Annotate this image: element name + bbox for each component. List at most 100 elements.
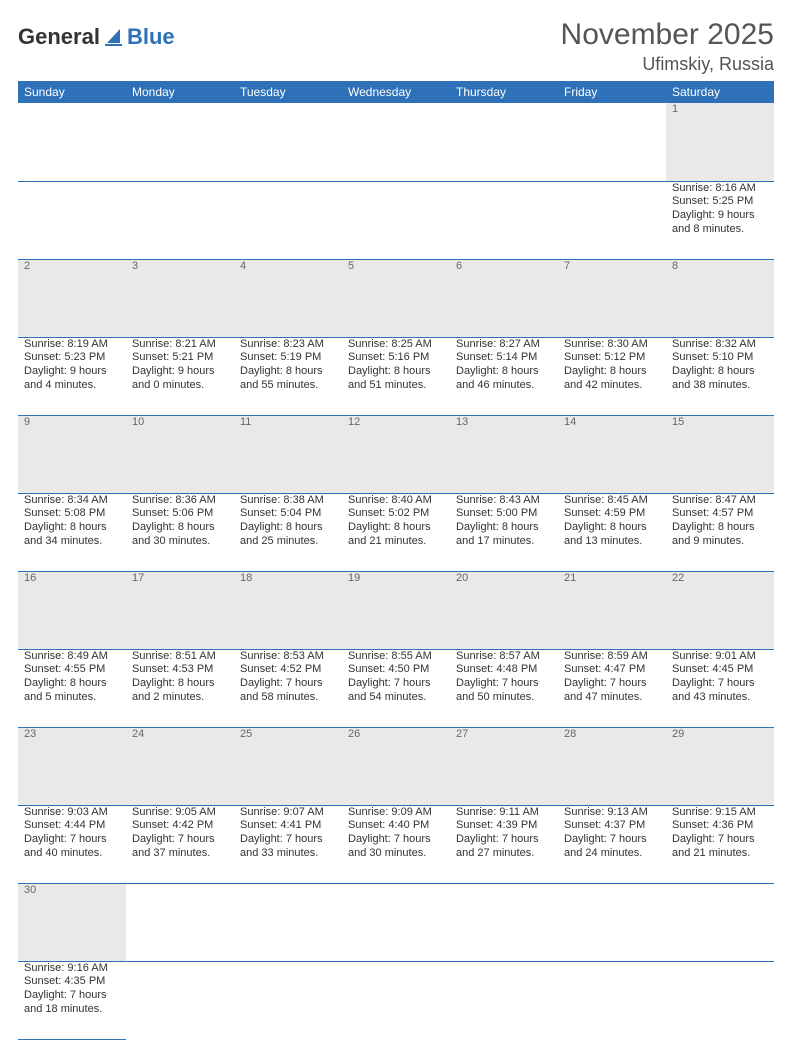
day-cell: Sunrise: 9:05 AMSunset: 4:42 PMDaylight:… (126, 805, 234, 883)
sun-info: Sunrise: 8:51 AMSunset: 4:53 PMDaylight:… (132, 650, 228, 705)
day-number-cell: 15 (666, 415, 774, 493)
day-cell: Sunrise: 8:38 AMSunset: 5:04 PMDaylight:… (234, 493, 342, 571)
brand-logo: General Blue (18, 18, 175, 50)
day-cell: Sunrise: 9:09 AMSunset: 4:40 PMDaylight:… (342, 805, 450, 883)
sunrise-text: Sunrise: 8:53 AM (240, 650, 336, 664)
title-block: November 2025 Ufimskiy, Russia (561, 18, 774, 75)
day-number-cell: 28 (558, 727, 666, 805)
daynum-row: 9101112131415 (18, 415, 774, 493)
daylight-text: Daylight: 8 hours and 38 minutes. (672, 365, 768, 393)
sun-info: Sunrise: 8:38 AMSunset: 5:04 PMDaylight:… (240, 494, 336, 549)
sunset-text: Sunset: 5:19 PM (240, 351, 336, 365)
weekday-header: Sunday (18, 81, 126, 103)
daylight-text: Daylight: 7 hours and 47 minutes. (564, 677, 660, 705)
sunrise-text: Sunrise: 8:59 AM (564, 650, 660, 664)
sunset-text: Sunset: 5:12 PM (564, 351, 660, 365)
sunset-text: Sunset: 4:50 PM (348, 663, 444, 677)
sunrise-text: Sunrise: 8:30 AM (564, 338, 660, 352)
week-row: Sunrise: 8:34 AMSunset: 5:08 PMDaylight:… (18, 493, 774, 571)
sunset-text: Sunset: 4:55 PM (24, 663, 120, 677)
day-number-cell: 16 (18, 571, 126, 649)
day-number-cell: 14 (558, 415, 666, 493)
daynum-row: 2345678 (18, 259, 774, 337)
day-cell: Sunrise: 8:32 AMSunset: 5:10 PMDaylight:… (666, 337, 774, 415)
sunrise-text: Sunrise: 8:23 AM (240, 338, 336, 352)
sunrise-text: Sunrise: 8:43 AM (456, 494, 552, 508)
day-cell: Sunrise: 8:55 AMSunset: 4:50 PMDaylight:… (342, 649, 450, 727)
daylight-text: Daylight: 7 hours and 24 minutes. (564, 833, 660, 861)
day-number-cell (666, 883, 774, 961)
calendar-body: 1Sunrise: 8:16 AMSunset: 5:25 PMDaylight… (18, 103, 774, 1039)
day-cell: Sunrise: 8:40 AMSunset: 5:02 PMDaylight:… (342, 493, 450, 571)
sunrise-text: Sunrise: 8:36 AM (132, 494, 228, 508)
day-number-cell (342, 883, 450, 961)
daylight-text: Daylight: 7 hours and 37 minutes. (132, 833, 228, 861)
day-number-cell: 6 (450, 259, 558, 337)
sunset-text: Sunset: 5:06 PM (132, 507, 228, 521)
logo-text-part2: Blue (127, 24, 175, 50)
sun-info: Sunrise: 8:55 AMSunset: 4:50 PMDaylight:… (348, 650, 444, 705)
sunset-text: Sunset: 4:37 PM (564, 819, 660, 833)
day-cell: Sunrise: 9:01 AMSunset: 4:45 PMDaylight:… (666, 649, 774, 727)
day-number-cell (234, 883, 342, 961)
sunrise-text: Sunrise: 8:27 AM (456, 338, 552, 352)
week-row: Sunrise: 9:03 AMSunset: 4:44 PM Daylight:… (18, 805, 774, 883)
sunset-text: Sunset: 4:48 PM (456, 663, 552, 677)
day-number-cell: 3 (126, 259, 234, 337)
day-cell: Sunrise: 8:25 AMSunset: 5:16 PMDaylight:… (342, 337, 450, 415)
day-cell (234, 961, 342, 1039)
sunset-text: Sunset: 4:35 PM (24, 975, 120, 989)
sunset-text: Sunset: 5:21 PM (132, 351, 228, 365)
sunrise-text: Sunrise: 8:45 AM (564, 494, 660, 508)
day-cell (234, 181, 342, 259)
day-number-cell: 8 (666, 259, 774, 337)
day-number-cell: 30 (18, 883, 126, 961)
daylight-text: Daylight: 8 hours and 34 minutes. (24, 521, 120, 549)
sunrise-text: Sunrise: 9:03 AM (24, 806, 120, 820)
day-cell: Sunrise: 9:07 AMSunset: 4:41 PMDaylight:… (234, 805, 342, 883)
daylight-text: Daylight: 8 hours and 17 minutes. (456, 521, 552, 549)
daynum-row: 1 (18, 103, 774, 181)
day-cell: Sunrise: 8:49 AMSunset: 4:55 PMDaylight:… (18, 649, 126, 727)
day-number-cell: 27 (450, 727, 558, 805)
sun-info: Sunrise: 8:34 AMSunset: 5:08 PMDaylight:… (24, 494, 120, 549)
sunset-text: Sunset: 5:02 PM (348, 507, 444, 521)
daylight-text: Daylight: 8 hours and 42 minutes. (564, 365, 660, 393)
sunset-text: Sunset: 4:47 PM (564, 663, 660, 677)
week-row: Sunrise: 9:16 AMSunset: 4:35 PMDaylight:… (18, 961, 774, 1039)
week-row: Sunrise: 8:49 AMSunset: 4:55 PM Daylight:… (18, 649, 774, 727)
sunset-text: Sunset: 4:44 PM (24, 819, 120, 833)
daylight-text: Daylight: 7 hours and 43 minutes. (672, 677, 768, 705)
sunset-text: Sunset: 4:42 PM (132, 819, 228, 833)
sunset-text: Sunset: 4:40 PM (348, 819, 444, 833)
day-number-cell: 19 (342, 571, 450, 649)
day-number-cell: 21 (558, 571, 666, 649)
sun-info: Sunrise: 8:16 AMSunset: 5:25 PMDaylight:… (672, 182, 768, 237)
day-number-cell: 9 (18, 415, 126, 493)
sunrise-text: Sunrise: 8:49 AM (24, 650, 120, 664)
day-number-cell: 23 (18, 727, 126, 805)
daylight-text: Daylight: 8 hours and 2 minutes. (132, 677, 228, 705)
daylight-text: Daylight: 7 hours and 27 minutes. (456, 833, 552, 861)
sun-info: Sunrise: 8:32 AMSunset: 5:10 PMDaylight:… (672, 338, 768, 393)
sunrise-text: Sunrise: 8:40 AM (348, 494, 444, 508)
sunset-text: Sunset: 4:45 PM (672, 663, 768, 677)
sunset-text: Sunset: 5:25 PM (672, 195, 768, 209)
sunrise-text: Sunrise: 9:13 AM (564, 806, 660, 820)
sun-info: Sunrise: 8:19 AMSunset: 5:23 PMDaylight:… (24, 338, 120, 393)
weekday-header: Monday (126, 81, 234, 103)
sunrise-text: Sunrise: 8:51 AM (132, 650, 228, 664)
sunrise-text: Sunrise: 8:47 AM (672, 494, 768, 508)
day-number-cell: 22 (666, 571, 774, 649)
day-cell (450, 961, 558, 1039)
sunrise-text: Sunrise: 8:21 AM (132, 338, 228, 352)
sun-info: Sunrise: 8:27 AMSunset: 5:14 PMDaylight:… (456, 338, 552, 393)
sun-info: Sunrise: 9:03 AMSunset: 4:44 PMDaylight:… (24, 806, 120, 861)
sunset-text: Sunset: 4:41 PM (240, 819, 336, 833)
day-number-cell: 26 (342, 727, 450, 805)
sun-info: Sunrise: 9:11 AMSunset: 4:39 PMDaylight:… (456, 806, 552, 861)
day-number-cell (234, 103, 342, 181)
sun-info: Sunrise: 9:16 AMSunset: 4:35 PMDaylight:… (24, 962, 120, 1017)
week-row: Sunrise: 8:16 AMSunset: 5:25 PMDaylight:… (18, 181, 774, 259)
sun-info: Sunrise: 8:59 AMSunset: 4:47 PMDaylight:… (564, 650, 660, 705)
